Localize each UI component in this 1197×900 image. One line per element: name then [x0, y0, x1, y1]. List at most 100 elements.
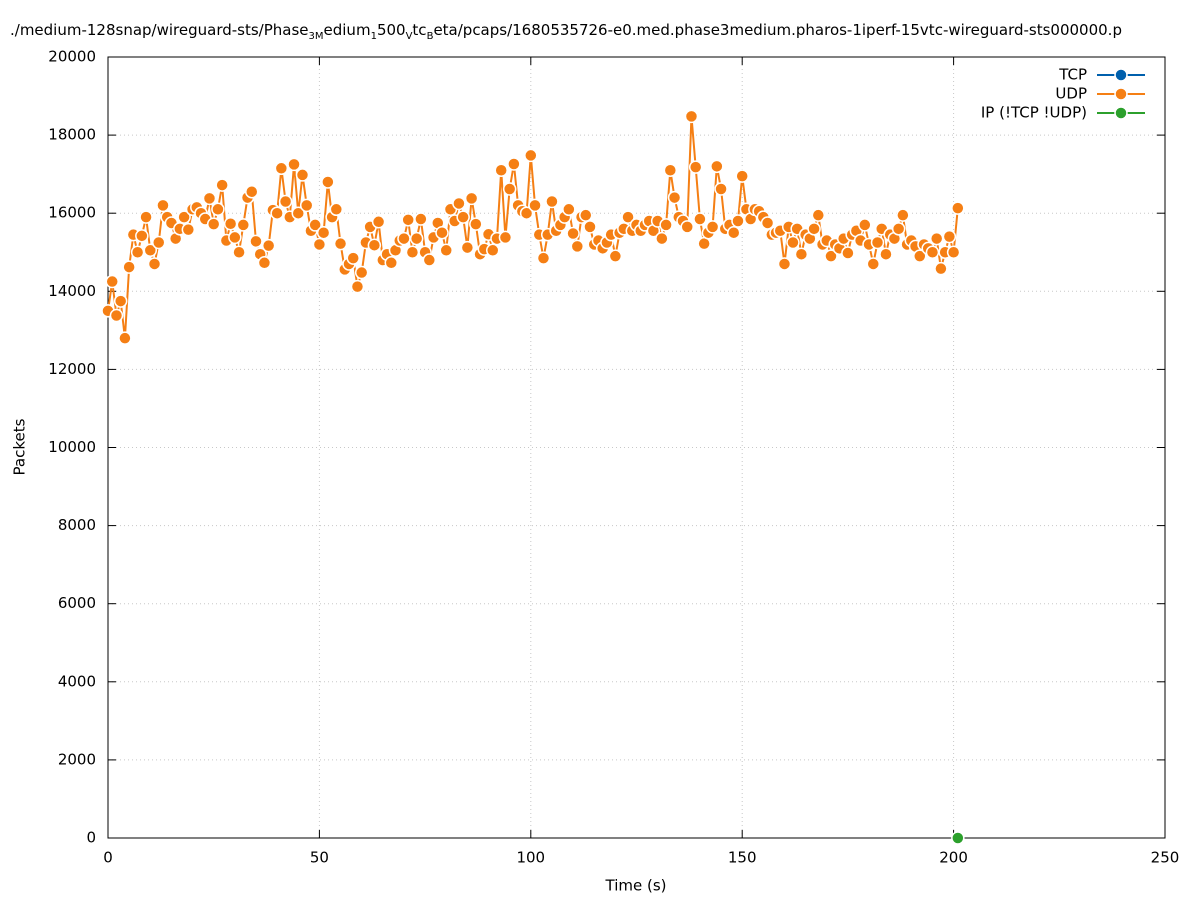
- data-point: [456, 210, 470, 224]
- data-point: [760, 216, 775, 230]
- title-segment: 1: [371, 31, 377, 42]
- data-point: [870, 235, 885, 250]
- data-point: [519, 206, 534, 220]
- x-axis-label: Time (s): [605, 877, 667, 895]
- data-point: [693, 212, 707, 226]
- data-point: [274, 161, 289, 176]
- y-tick-label: 6000: [58, 594, 96, 612]
- data-point: [663, 163, 678, 177]
- title-segment: edium: [324, 21, 371, 39]
- data-point: [439, 243, 453, 258]
- data-point: [232, 245, 246, 259]
- data-point: [811, 208, 826, 222]
- data-point: [397, 231, 411, 246]
- data-point: [333, 236, 348, 251]
- data-point: [494, 163, 508, 177]
- y-tick-label: 8000: [58, 516, 96, 534]
- data-point: [405, 245, 420, 259]
- y-tick-label: 4000: [58, 672, 96, 690]
- data-point: [464, 191, 479, 206]
- data-point: [346, 251, 360, 265]
- data-point: [570, 239, 585, 254]
- x-tick-label: 50: [310, 849, 329, 867]
- data-point: [946, 245, 961, 259]
- title-segment: 3M: [309, 31, 324, 42]
- data-point: [951, 201, 965, 215]
- data-point: [498, 230, 513, 245]
- data-point: [866, 257, 881, 271]
- data-point: [807, 222, 821, 236]
- data-point: [786, 235, 800, 250]
- y-tick-label: 20000: [48, 48, 96, 66]
- data-point: [485, 243, 500, 258]
- data-point: [215, 178, 229, 192]
- y-tick-label: 18000: [48, 126, 96, 144]
- data-point: [469, 217, 483, 231]
- data-point: [109, 308, 124, 323]
- legend-marker: [1114, 87, 1128, 101]
- data-point: [896, 208, 910, 222]
- data-point: [621, 210, 635, 224]
- data-point: [528, 198, 542, 213]
- data-point: [270, 206, 284, 220]
- data-point: [135, 229, 149, 243]
- data-point: [879, 247, 893, 261]
- data-point: [536, 251, 551, 265]
- data-point: [422, 253, 437, 267]
- x-tick-label: 100: [516, 849, 545, 867]
- legend-label: UDP: [1055, 85, 1087, 103]
- title-segment: B: [427, 31, 434, 42]
- data-point: [655, 231, 669, 246]
- x-tick-label: 0: [103, 849, 113, 867]
- data-point: [502, 182, 517, 196]
- data-point: [113, 294, 128, 308]
- y-tick-label: 10000: [48, 438, 96, 456]
- legend-label: IP (!TCP !UDP): [981, 104, 1087, 122]
- data-point: [228, 230, 242, 245]
- data-point: [291, 206, 306, 220]
- data-point: [583, 220, 597, 234]
- data-point: [562, 202, 576, 217]
- data-point: [934, 261, 948, 276]
- title-segment: 500: [377, 21, 406, 39]
- data-point: [181, 222, 196, 237]
- x-tick-label: 200: [939, 849, 968, 867]
- data-point: [245, 184, 259, 199]
- data-point: [667, 190, 682, 205]
- x-tick-label: 250: [1151, 849, 1180, 867]
- data-point: [321, 175, 335, 189]
- data-point: [147, 257, 162, 271]
- data-point: [435, 225, 449, 240]
- legend-marker: [1114, 106, 1128, 120]
- data-point: [312, 237, 327, 252]
- data-point: [942, 229, 957, 244]
- data-point: [202, 191, 217, 206]
- y-tick-label: 16000: [48, 204, 96, 222]
- data-point: [659, 218, 673, 232]
- data-point: [925, 245, 940, 259]
- data-point: [794, 247, 809, 261]
- data-point: [278, 194, 293, 209]
- data-point: [841, 246, 855, 260]
- data-point: [177, 210, 191, 224]
- data-point: [249, 234, 263, 249]
- title-segment: eta/pcaps/1680535726-e0.med.phase3medium…: [433, 21, 1122, 39]
- data-point: [139, 210, 153, 224]
- data-point: [105, 274, 119, 289]
- data-point: [710, 159, 724, 174]
- x-tick-label: 150: [728, 849, 757, 867]
- data-point: [223, 216, 238, 231]
- data-point: [261, 238, 276, 253]
- data-point: [579, 208, 593, 222]
- data-point: [524, 148, 538, 163]
- title-segment: tc: [412, 21, 426, 39]
- data-point: [507, 157, 521, 171]
- data-point: [726, 225, 741, 240]
- data-point: [684, 109, 699, 124]
- data-point: [929, 231, 944, 246]
- data-point: [401, 213, 415, 227]
- data-point: [608, 249, 623, 263]
- data-point: [130, 245, 145, 259]
